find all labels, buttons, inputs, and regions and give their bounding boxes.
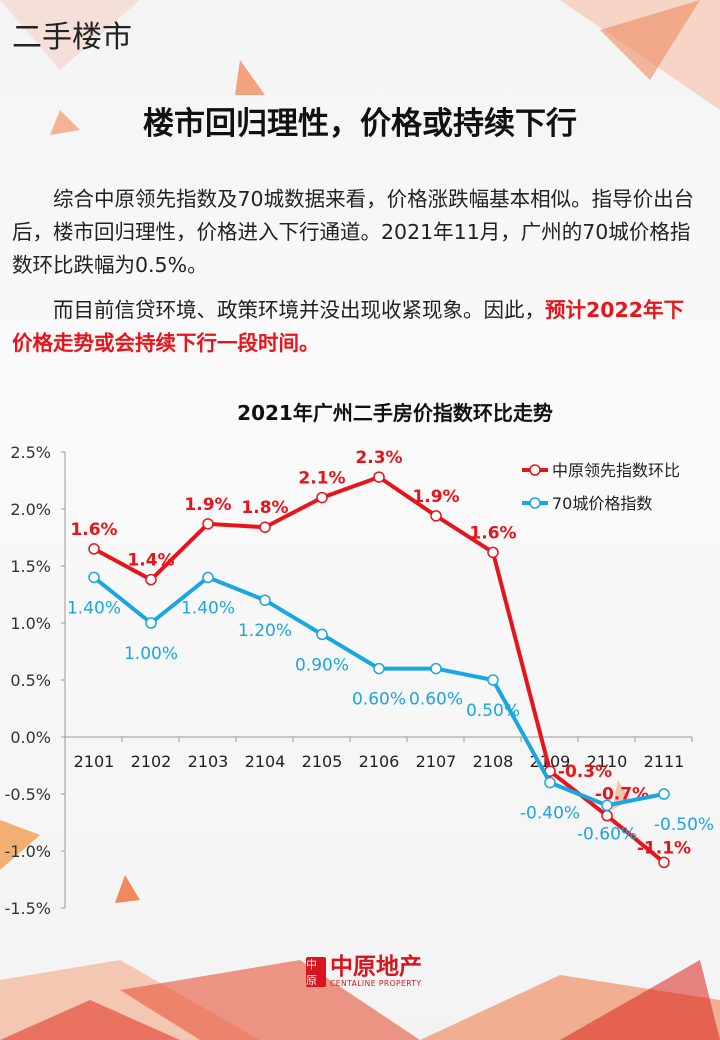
data-label: -0.40% — [520, 804, 580, 824]
paragraph-2-highlight: 预计2022年下价格走势或会持续下行一段时间。 — [12, 298, 685, 355]
data-label: 2.1% — [298, 469, 345, 489]
paragraph-2-text: 而目前信贷环境、政策环境并没出现收紧现象。因此， — [53, 298, 545, 322]
data-point — [316, 491, 328, 504]
x-tick-label: 2103 — [188, 752, 229, 771]
x-tick-label: 2111 — [644, 752, 685, 771]
y-tick-label: -1.0% — [5, 842, 51, 861]
y-tick-label: 1.0% — [10, 614, 51, 633]
data-label: 1.40% — [67, 598, 121, 618]
data-label: 1.9% — [184, 495, 231, 515]
paragraph-1: 综合中原领先指数及70城数据来看，价格涨跌幅基本相似。指导价出台后，楼市回归理性… — [12, 187, 695, 277]
data-point — [487, 546, 499, 559]
section-tag: 二手楼市 — [12, 20, 132, 55]
data-point — [487, 674, 499, 686]
legend-swatch-marker — [529, 464, 541, 476]
data-point — [430, 662, 442, 675]
x-tick-label: 2104 — [245, 752, 286, 771]
data-point — [373, 471, 385, 483]
data-point — [202, 571, 214, 584]
x-tick-label: 2107 — [416, 752, 457, 771]
x-tick-label: 2108 — [473, 752, 514, 771]
y-tick-label: 2.5% — [10, 443, 51, 462]
x-tick-label: 2110 — [587, 752, 628, 771]
line-chart: 2021年广州二手房价指数环比走势 2.5% 2.0% 1.5% 1.0% 0.5% 0.… — [5, 401, 714, 918]
data-point — [544, 776, 556, 789]
data-label: -0.3% — [558, 762, 612, 782]
data-label: 1.00% — [124, 644, 178, 664]
y-tick-label: 0.5% — [10, 671, 51, 690]
data-label: -0.60% — [577, 824, 637, 844]
data-label: -1.1% — [637, 838, 691, 858]
data-point — [259, 594, 271, 606]
legend-label: 70城价格指数 — [552, 494, 652, 513]
paragraph-2: 而目前信贷环境、政策环境并没出现收紧现象。因此，预计2022年下价格走势或会持续… — [12, 294, 702, 360]
data-point — [430, 510, 442, 522]
data-point — [259, 521, 271, 533]
logo-mark-icon: 中原 — [306, 956, 326, 987]
data-point — [658, 856, 670, 869]
data-point — [601, 809, 613, 822]
data-label: 1.6% — [469, 523, 516, 543]
y-tick-label: 2.0% — [10, 500, 51, 519]
logo-text-en: CENTALINE PROPERTY — [330, 979, 422, 988]
x-tick-label: 2105 — [302, 752, 343, 771]
legend-label: 中原领先指数环比 — [552, 461, 680, 480]
data-label: 1.4% — [127, 551, 174, 571]
legend-swatch-marker — [529, 497, 541, 509]
y-tick-label: 1.5% — [10, 557, 51, 576]
x-tick-label: 2102 — [131, 752, 172, 771]
data-label: 0.90% — [295, 655, 349, 675]
data-point — [601, 799, 613, 812]
data-label: 0.60% — [352, 690, 406, 710]
data-point — [145, 573, 157, 586]
data-label: 0.60% — [409, 690, 463, 710]
chart-title: 2021年广州二手房价指数环比走势 — [237, 401, 553, 425]
data-point — [316, 628, 328, 641]
logo-text-cn: 中原地产 — [330, 954, 422, 980]
data-label: 1.8% — [241, 498, 288, 518]
y-tick-label: -0.5% — [5, 785, 51, 804]
y-tick-label: 0.0% — [10, 728, 51, 747]
data-point — [202, 518, 214, 530]
data-label: 2.3% — [355, 448, 402, 468]
data-label: 1.9% — [412, 487, 459, 507]
data-label: 1.40% — [181, 598, 235, 618]
x-tick-label: 2106 — [359, 752, 400, 771]
data-label: 1.20% — [238, 621, 292, 641]
data-point — [88, 571, 100, 584]
data-point — [658, 788, 670, 800]
data-point — [145, 617, 157, 629]
data-point — [88, 543, 100, 555]
data-label: -0.50% — [654, 815, 714, 835]
y-tick-label: -1.5% — [5, 899, 51, 918]
data-label: 1.6% — [70, 520, 117, 540]
x-tick-label: 2101 — [74, 752, 115, 771]
headline: 楼市回归理性，价格或持续下行 — [143, 106, 577, 142]
data-label: 0.50% — [466, 701, 520, 721]
data-point — [373, 662, 385, 675]
centaline-logo: 中原 中原地产 CENTALINE PROPERTY — [306, 955, 422, 988]
